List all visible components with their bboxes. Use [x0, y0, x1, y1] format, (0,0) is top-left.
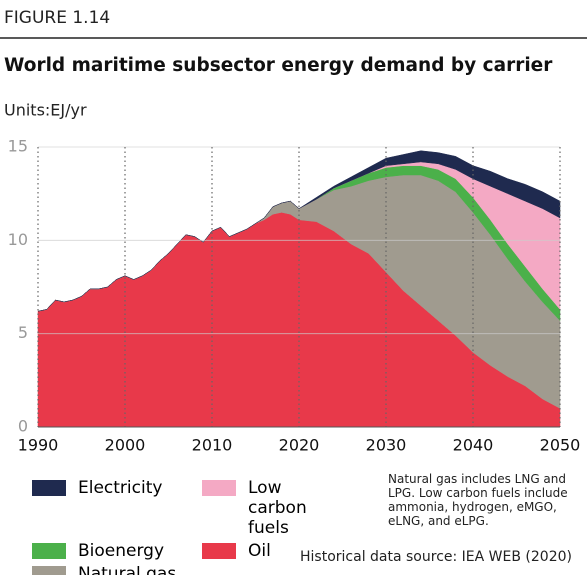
x-tick-label: 1990: [18, 436, 59, 455]
legend-label: Low carbon fuels: [248, 478, 307, 538]
legend-swatch: [202, 480, 236, 496]
legend-swatch: [32, 480, 66, 496]
y-tick-label: 5: [18, 323, 28, 342]
legend-swatch: [32, 543, 66, 559]
figure-label: FIGURE 1.14: [4, 8, 110, 28]
x-tick-label: 2050: [540, 436, 581, 455]
legend-swatch: [202, 543, 236, 559]
y-tick-label: 15: [8, 137, 28, 156]
legend-label: Bioenergy: [78, 541, 165, 561]
y-tick-label: 0: [18, 417, 28, 436]
source: Historical data source: IEA WEB (2020): [300, 549, 572, 565]
legend-item: Natural gas: [32, 564, 202, 575]
legend-item: Low carbon fuels: [202, 478, 332, 538]
x-tick-label: 2010: [192, 436, 233, 455]
legend-label: Natural gas: [78, 564, 177, 575]
area: [37, 150, 561, 312]
note: Natural gas includes LNG and LPG. Low ca…: [388, 472, 568, 528]
x-tick-label: 2020: [279, 436, 320, 455]
legend-swatch: [32, 566, 66, 575]
chart-title: World maritime subsector energy demand b…: [4, 55, 553, 76]
x-tick-label: 2030: [366, 436, 407, 455]
legend-label: Oil: [248, 541, 271, 561]
x-tick-label: 2000: [105, 436, 146, 455]
legend-label: Electricity: [78, 478, 163, 498]
x-tick-label: 2040: [453, 436, 494, 455]
legend-item: Oil: [202, 541, 332, 561]
legend: Electricity Bioenergy Natural gas Low carbo…: [32, 478, 342, 575]
legend-item: Bioenergy: [32, 541, 202, 561]
y-tick-label: 10: [8, 230, 28, 249]
units: Units:EJ/yr: [4, 101, 87, 120]
legend-item: Electricity: [32, 478, 202, 538]
